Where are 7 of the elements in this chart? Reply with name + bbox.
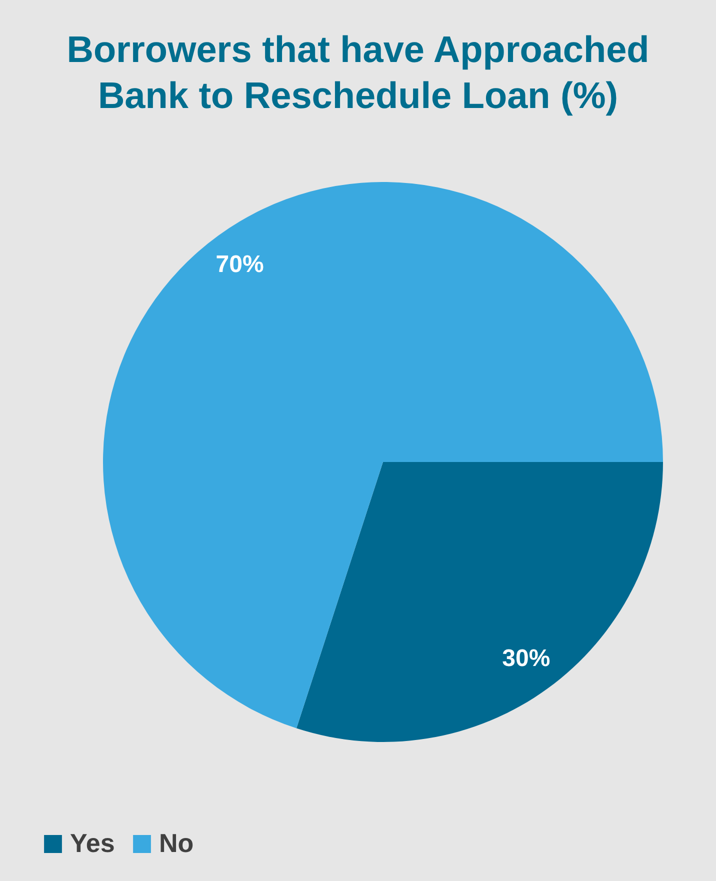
legend-label: No [159, 828, 194, 858]
pie-slice [103, 182, 663, 728]
legend-label: Yes [70, 828, 115, 858]
pie-slice [296, 462, 663, 742]
data-label: 30% [502, 645, 550, 672]
data-label: 70% [216, 250, 264, 278]
chart-title: Borrowers that have Approached Bank to Reschedule Loan (%) [66, 29, 650, 116]
